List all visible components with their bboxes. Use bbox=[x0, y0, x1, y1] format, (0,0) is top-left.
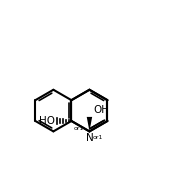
Text: OH: OH bbox=[93, 105, 109, 115]
Text: N: N bbox=[86, 133, 93, 143]
Text: or1: or1 bbox=[73, 126, 84, 131]
Polygon shape bbox=[87, 117, 92, 131]
Text: or1: or1 bbox=[93, 135, 104, 140]
Text: HO: HO bbox=[39, 116, 55, 126]
